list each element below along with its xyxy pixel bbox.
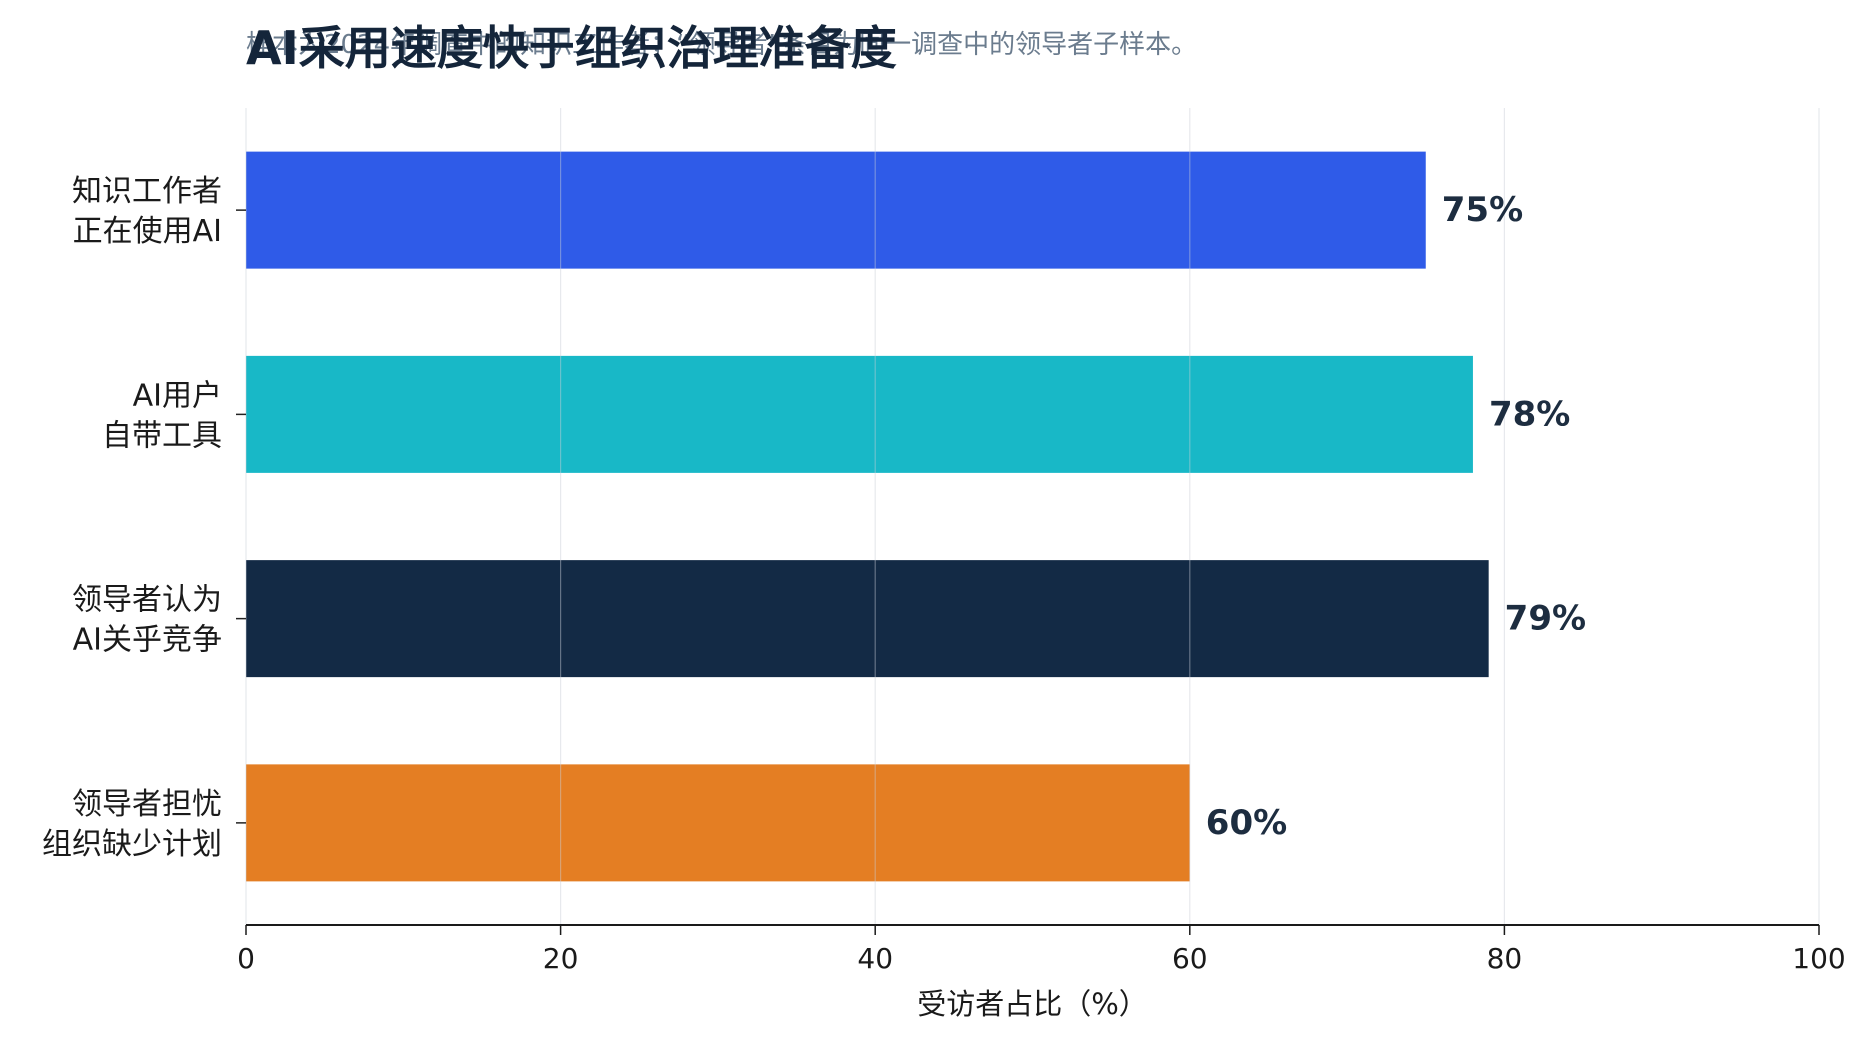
- gridlines: [245, 108, 1820, 925]
- bar: [246, 560, 1489, 678]
- bar: [246, 151, 1426, 269]
- category-label-line: 领导者认为: [72, 583, 222, 618]
- x-axis: 0 20 40 60 80 100 受访者占比（%）: [237, 924, 1846, 1021]
- category-label-line: 知识工作者: [72, 174, 222, 209]
- category-label: 知识工作者正在使用AI: [72, 174, 222, 249]
- bar-value-label: 78%: [1489, 394, 1570, 434]
- category-label-line: 正在使用AI: [73, 214, 222, 249]
- category-label: 领导者担忧组织缺少计划: [42, 787, 222, 862]
- bar-value-label: 60%: [1206, 803, 1287, 843]
- x-tick-label: 60: [1172, 942, 1208, 975]
- chart-subtitle: 样本为2024年调查中的知识工作者；“领导者”条目为同一调查中的领导者子样本。: [246, 30, 1198, 60]
- value-labels: 75% 78% 79% 60%: [1206, 190, 1586, 843]
- x-tick-label: 20: [543, 942, 579, 975]
- category-label: AI用户自带工具: [102, 378, 222, 453]
- category-label-line: 自带工具: [102, 418, 222, 453]
- bar-value-label: 79%: [1505, 599, 1586, 639]
- category-label-line: 组织缺少计划: [42, 827, 222, 862]
- x-tick-label: 100: [1792, 942, 1845, 975]
- x-tick-label: 80: [1487, 942, 1523, 975]
- bar: [246, 764, 1190, 882]
- category-label-line: AI用户: [133, 378, 222, 413]
- x-axis-label: 受访者占比（%）: [917, 987, 1148, 1021]
- bar-value-label: 75%: [1442, 190, 1523, 230]
- chart-title: AI采用速度快于组织治理准备度: [246, 21, 897, 75]
- x-tick-label: 40: [857, 942, 893, 975]
- category-label-line: 领导者担忧: [72, 787, 222, 822]
- category-label-line: AI关乎竞争: [73, 623, 222, 658]
- category-label: 领导者认为 AI关乎竞争: [72, 583, 222, 658]
- bar: [246, 355, 1473, 473]
- x-tick-label: 0: [237, 942, 255, 975]
- bars: [246, 151, 1489, 882]
